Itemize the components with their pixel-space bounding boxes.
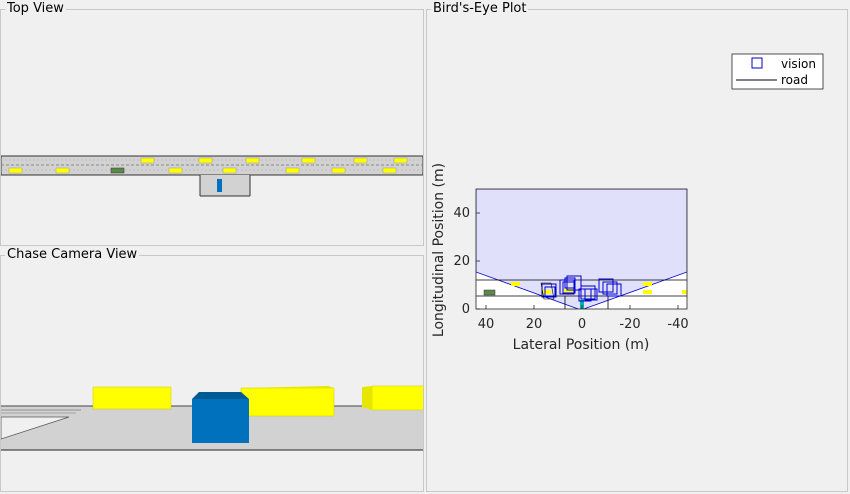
top-view-vehicle (8, 167, 23, 174)
chase-camera-vehicle (92, 386, 172, 410)
y-tick-label: 40 (453, 206, 470, 221)
chase-camera-title: Chase Camera View (5, 247, 140, 263)
top-view-scene (1, 155, 423, 197)
y-tick-label: 0 (462, 302, 470, 317)
birds-eye-plot: 0 20 40 40 20 0 -20 -40 Lateral Position… (431, 53, 824, 353)
chase-camera-panel: Chase Camera View (0, 247, 424, 492)
y-axis-label: Longitudinal Position (m) (431, 163, 447, 337)
legend-vision-label: vision (781, 57, 816, 71)
vision-coverage-area (476, 189, 687, 309)
birds-eye-panel: Bird's-Eye Plot (426, 1, 848, 492)
top-view-vehicle (140, 157, 155, 164)
top-view-vehicle (353, 157, 368, 164)
x-tick-label: 0 (578, 317, 586, 332)
plot-vehicle-green (483, 289, 496, 296)
x-tick-label: 20 (526, 317, 543, 332)
plot-ego-vehicle (580, 300, 584, 309)
top-view-vehicle (393, 157, 408, 164)
legend-road-label: road (781, 73, 808, 87)
top-view-vehicle (285, 167, 300, 174)
top-view-vehicle (382, 167, 397, 174)
plot-legend: vision road (731, 53, 824, 90)
birds-eye-title: Bird's-Eye Plot (431, 1, 529, 17)
chase-camera-vehicle (240, 387, 335, 417)
x-tick-label: 40 (478, 317, 495, 332)
vision-detections (541, 275, 622, 302)
top-view-vehicle (198, 157, 213, 164)
square-marker-icon (751, 57, 763, 69)
top-view-vehicle (55, 167, 70, 174)
x-tick-label: -20 (619, 317, 640, 332)
chase-camera-vehicle (371, 385, 423, 411)
top-view-vehicle-green (110, 167, 125, 174)
top-view-vehicle (301, 157, 316, 164)
top-view-panel: Top View (0, 1, 424, 246)
top-view-vehicle (331, 167, 346, 174)
top-view-title: Top View (5, 1, 66, 17)
top-view-vehicle (168, 167, 183, 174)
x-axis-label: Lateral Position (m) (513, 337, 650, 353)
top-view-vehicle (245, 157, 260, 164)
chase-camera-scene (1, 385, 423, 451)
chase-camera-ego-vehicle (192, 399, 249, 443)
top-view-side-road (200, 175, 250, 196)
x-tick-label: -40 (667, 317, 688, 332)
top-view-ego-vehicle (217, 179, 222, 192)
y-tick-label: 20 (453, 254, 470, 269)
top-view-vehicle (222, 167, 237, 174)
